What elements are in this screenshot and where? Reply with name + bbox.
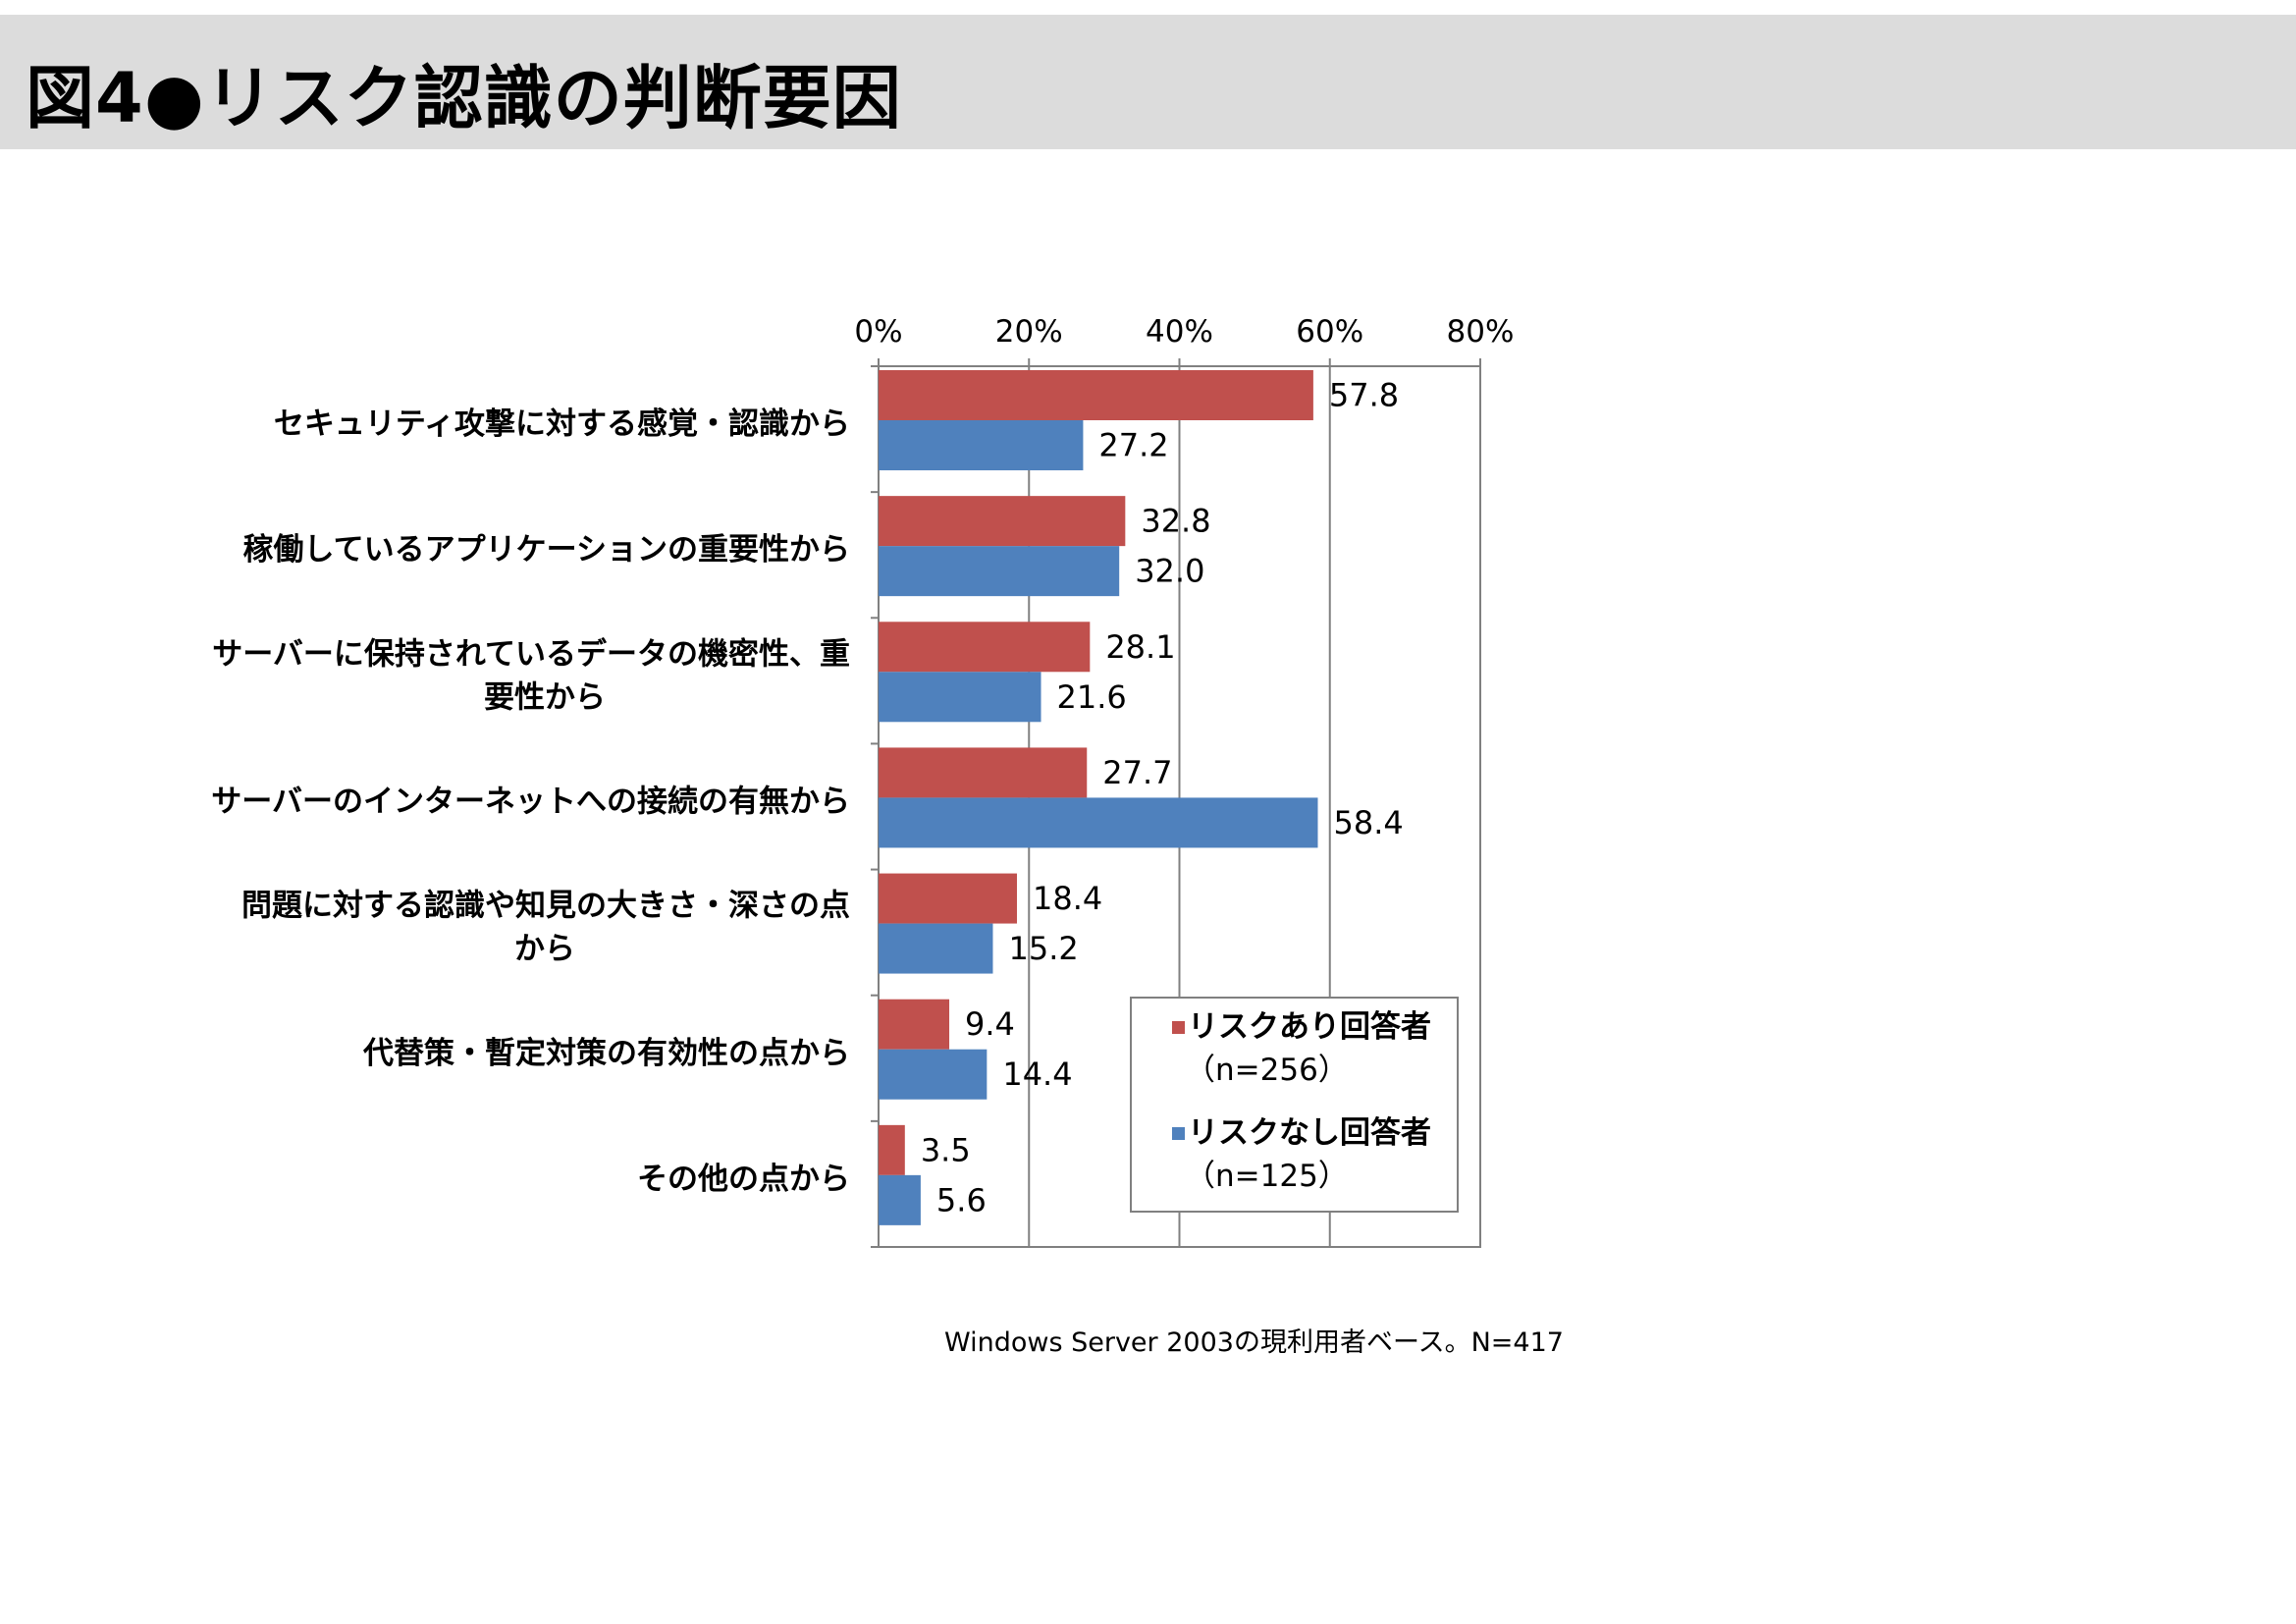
category-label: サーバーに保持されているデータの機密性、重 xyxy=(212,636,850,672)
data-label: 32.0 xyxy=(1135,553,1204,590)
bar-with-risk xyxy=(879,370,1313,420)
data-label: 15.2 xyxy=(1008,930,1078,967)
footnote: Windows Server 2003の現利用者ベース。N=417 xyxy=(944,1327,1564,1358)
bar-with-risk xyxy=(879,999,950,1050)
category-label: セキュリティ攻撃に対する感覚・認識から xyxy=(274,406,850,442)
title-band xyxy=(0,15,2296,149)
bar-with-risk xyxy=(879,1124,905,1175)
legend-swatch-with-risk xyxy=(1172,1021,1185,1034)
data-label: 32.8 xyxy=(1141,503,1210,540)
bar-without-risk xyxy=(879,797,1318,848)
category-label: その他の点から xyxy=(637,1162,850,1197)
data-label: 27.7 xyxy=(1102,754,1172,791)
legend-label: リスクなし回答者 xyxy=(1188,1115,1431,1151)
category-label: 問題に対する認識や知見の大きさ・深さの点 xyxy=(241,889,850,924)
data-label: 21.6 xyxy=(1057,678,1127,716)
x-tick-label: 20% xyxy=(995,314,1063,350)
bar-without-risk xyxy=(879,672,1041,723)
bar-without-risk xyxy=(879,546,1120,597)
x-tick-label: 80% xyxy=(1447,314,1515,350)
legend-label: リスクあり回答者 xyxy=(1188,1009,1431,1045)
x-tick-label: 40% xyxy=(1146,314,1213,350)
data-label: 57.8 xyxy=(1329,377,1399,414)
bar-without-risk xyxy=(879,1049,988,1100)
data-label: 18.4 xyxy=(1033,880,1102,917)
bar-with-risk xyxy=(879,622,1091,673)
bar-without-risk xyxy=(879,923,993,974)
x-tick-label: 60% xyxy=(1296,314,1363,350)
data-label: 9.4 xyxy=(965,1005,1015,1043)
data-label: 28.1 xyxy=(1105,628,1175,666)
data-label: 58.4 xyxy=(1333,804,1403,841)
legend-count: （n=256） xyxy=(1185,1053,1349,1088)
category-label: 稼働しているアプリケーションの重要性から xyxy=(243,532,850,568)
bar-without-risk xyxy=(879,1174,921,1225)
data-label: 3.5 xyxy=(921,1131,971,1168)
category-label: 要性から xyxy=(484,679,606,715)
legend-swatch-without-risk xyxy=(1172,1127,1185,1140)
category-label: から xyxy=(514,932,575,967)
category-label: 代替策・暫定対策の有効性の点から xyxy=(362,1036,850,1071)
legend-box xyxy=(1130,997,1459,1213)
bar-with-risk xyxy=(879,873,1017,924)
x-tick-label: 0% xyxy=(854,314,902,350)
category-label: サーバーのインターネットへの接続の有無から xyxy=(211,785,850,820)
data-label: 27.2 xyxy=(1098,427,1168,464)
legend-count: （n=125） xyxy=(1185,1159,1349,1194)
bar-with-risk xyxy=(879,747,1088,798)
data-label: 5.6 xyxy=(936,1181,987,1218)
bar-without-risk xyxy=(879,420,1084,470)
data-label: 14.4 xyxy=(1002,1056,1072,1093)
page-title: 図4●リスク認識の判断要因 xyxy=(26,58,902,138)
bar-with-risk xyxy=(879,496,1126,547)
